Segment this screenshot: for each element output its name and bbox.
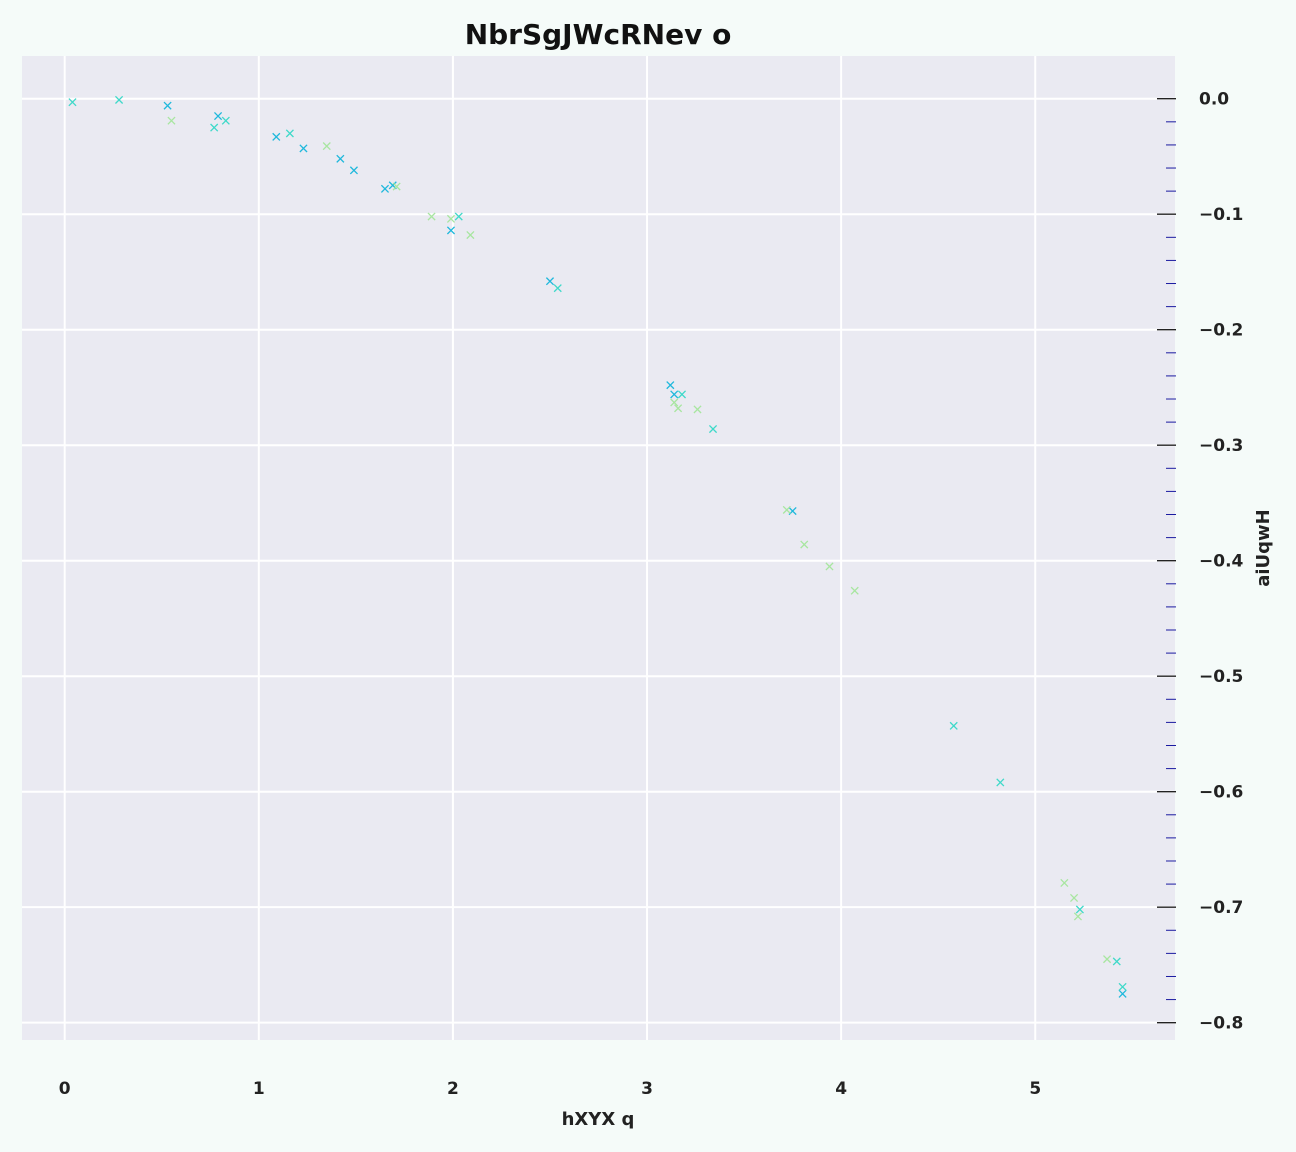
scatter-point <box>466 230 475 240</box>
x-tick-label: 3 <box>641 1079 653 1099</box>
x-tick-label: 5 <box>1029 1079 1041 1099</box>
scatter-point <box>1112 957 1121 966</box>
y-tick-label: −0.8 <box>1199 1014 1243 1034</box>
scatter-point <box>800 540 809 549</box>
x-tick-label: 0 <box>59 1079 71 1099</box>
plot-background <box>22 56 1175 1040</box>
scatter-point <box>553 284 562 293</box>
scatter-point <box>322 142 331 151</box>
scatter-point <box>782 505 791 514</box>
scatter-point <box>1070 893 1079 903</box>
scatter-point <box>996 778 1005 787</box>
y-tick-label: −0.6 <box>1199 783 1243 803</box>
scatter-point <box>213 111 223 121</box>
scatter-point <box>545 277 555 286</box>
scatter-point <box>1075 905 1084 914</box>
scatter-point <box>1073 912 1083 921</box>
scatter-point <box>210 123 219 132</box>
scatter-point <box>949 721 958 730</box>
scatter-point <box>299 144 308 153</box>
scatter-point <box>349 166 358 175</box>
x-tick-label: 4 <box>835 1079 847 1099</box>
scatter-point <box>114 95 124 104</box>
scatter-point <box>666 381 675 390</box>
scatter-point <box>850 586 859 595</box>
y-tick-label: −0.4 <box>1199 552 1244 572</box>
scatter-point <box>1118 989 1127 998</box>
y-axis-label: aiUqwH <box>1253 509 1274 587</box>
grid-lines <box>22 56 1175 1040</box>
scatter-point <box>454 212 463 221</box>
scatter-point <box>285 129 294 138</box>
scatter-point <box>674 404 683 413</box>
scatter-point <box>336 154 345 163</box>
data-points <box>68 95 1127 998</box>
scatter-point <box>163 101 172 110</box>
scatter-point <box>446 226 456 235</box>
y-tick-label: −0.3 <box>1199 436 1243 456</box>
scatter-point <box>446 214 456 223</box>
scatter-point <box>167 116 176 125</box>
y-tick-label: −0.5 <box>1199 667 1243 687</box>
scatter-point <box>670 390 679 399</box>
scatter-point <box>380 184 390 193</box>
y-tick-label: −0.7 <box>1199 898 1243 918</box>
scatter-point <box>825 562 834 571</box>
scatter-point <box>221 116 230 125</box>
scatter-point <box>693 405 702 414</box>
y-tick-label: −0.1 <box>1199 205 1243 225</box>
x-tick-label: 1 <box>253 1079 265 1099</box>
scatter-point <box>427 212 436 221</box>
scatter-point <box>68 98 77 107</box>
axis-ticks: 0 1 2 3 4 5 0.0 −0.1 −0.2 −0.3 −0.4 −0.5 −0.6 −0.7 −0.… <box>59 90 1244 1099</box>
scatter-point <box>670 398 679 407</box>
scatter-point <box>1103 955 1112 964</box>
chart-title: NbrSgJWcRNev o <box>465 18 732 51</box>
scatter-point <box>1118 982 1127 991</box>
scatter-point <box>392 182 401 191</box>
y-tick-label: −0.2 <box>1199 321 1243 341</box>
x-tick-label: 2 <box>447 1079 459 1099</box>
scatter-point <box>1060 878 1069 887</box>
scatter-point <box>677 390 687 399</box>
y-tick-label: 0.0 <box>1199 90 1229 110</box>
scatter-point <box>708 424 718 434</box>
scatter-point <box>272 132 281 141</box>
x-axis-label: hXYX q <box>562 1109 635 1130</box>
